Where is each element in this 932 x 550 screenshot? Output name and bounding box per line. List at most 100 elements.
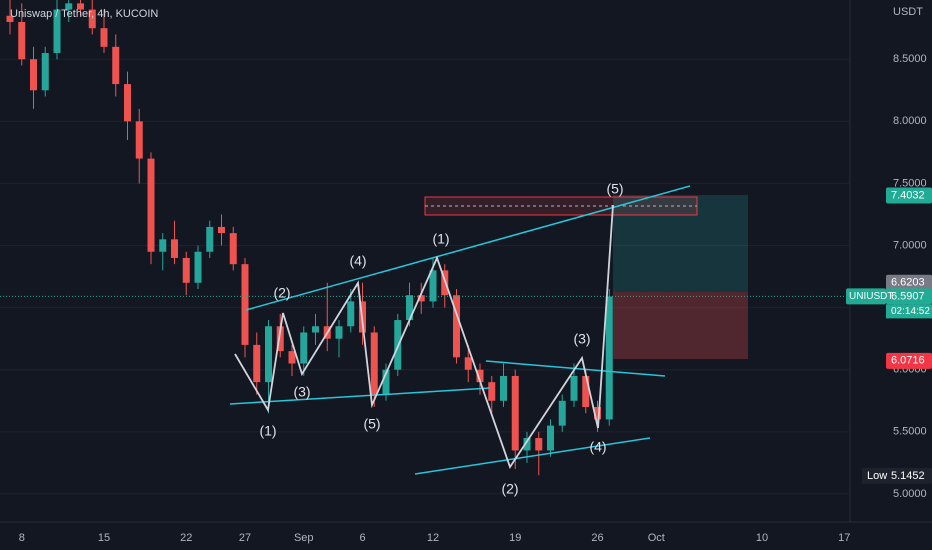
candle-body: [335, 326, 343, 339]
candle-body: [41, 53, 49, 91]
candle-body: [147, 158, 155, 252]
trend-line: [245, 185, 691, 311]
candle-body: [417, 295, 425, 302]
y-tick-label: 5.0000: [893, 488, 927, 500]
x-tick-label: 12: [427, 532, 439, 544]
candle-body: [100, 28, 108, 47]
low-label: Low: [867, 470, 887, 482]
price-tag: [886, 288, 932, 305]
candle-body: [547, 425, 554, 451]
y-tick-label: 8.0000: [893, 115, 927, 127]
candle-body: [65, 3, 73, 10]
candle-body: [30, 59, 37, 91]
candle-body: [53, 9, 61, 54]
candle-body: [112, 46, 120, 85]
y-tick-label: 7.0000: [893, 239, 927, 251]
y-tick-label: 8.5000: [893, 53, 927, 65]
x-tick-label: 26: [591, 532, 603, 544]
candle-body: [406, 295, 413, 321]
candle-body: [124, 84, 131, 122]
wave-label: (3): [293, 384, 310, 400]
price-tag-label: 6.5907: [891, 290, 925, 302]
candle-body: [159, 239, 167, 252]
price-tag-label: 6.6203: [891, 277, 925, 289]
candle-body: [276, 326, 284, 352]
symbol-label: UNIUSDT: [849, 291, 893, 302]
profit-zone: [613, 195, 748, 292]
candle-body: [300, 332, 308, 364]
candle-body: [171, 239, 178, 258]
price-tag: [886, 274, 932, 291]
y-tick-label: 5.5000: [893, 426, 927, 438]
candle-body: [429, 270, 437, 302]
candle-body: [500, 375, 507, 401]
wave-label: (4): [349, 253, 366, 269]
low-tag: [862, 467, 886, 484]
candle-body: [312, 326, 319, 333]
chart-title: Uniswap / Tether, 4h, KUCOIN: [10, 8, 158, 20]
candle-body: [18, 21, 26, 60]
x-tick-label: Oct: [648, 532, 665, 544]
wave-label: (5): [363, 416, 380, 432]
wave-label: (3): [573, 331, 590, 347]
candle-body: [535, 438, 543, 451]
candle-body: [347, 301, 355, 327]
candle-body: [229, 233, 237, 265]
candle-body: [206, 226, 214, 252]
axis-unit: USDT: [893, 6, 923, 18]
candle-body: [488, 382, 496, 401]
x-tick-label: 17: [838, 532, 850, 544]
price-tag-label: 7.4032: [891, 189, 925, 201]
candle-body: [194, 251, 202, 283]
price-tag-label: 5.1452: [891, 470, 925, 482]
price-tag: [886, 352, 932, 369]
candle-body: [523, 438, 531, 451]
wave-label: (1): [432, 231, 449, 247]
wave-label: (2): [273, 285, 290, 301]
candle-body: [288, 351, 296, 364]
x-tick-label: 19: [509, 532, 521, 544]
candle-body: [135, 121, 143, 159]
price-tag-label: 6.0716: [891, 355, 925, 367]
price-tag: [886, 467, 932, 484]
x-tick-label: 15: [98, 532, 110, 544]
candle-body: [6, 15, 14, 22]
wave-label: (4): [589, 439, 606, 455]
wave-label: (1): [259, 423, 276, 439]
x-tick-label: Sep: [294, 532, 314, 544]
candle-body: [464, 357, 472, 370]
candle-body: [570, 375, 578, 401]
candle-body: [77, 3, 84, 10]
trend-line: [229, 387, 491, 405]
candle-body: [182, 257, 190, 283]
wave-path: [234, 204, 614, 470]
candle-body: [453, 295, 460, 358]
candle-body: [370, 332, 378, 395]
countdown-label: 02:14:52: [891, 306, 930, 317]
trend-line: [414, 437, 651, 475]
candle-body: [253, 344, 261, 383]
candle-body: [218, 226, 225, 234]
candle-body: [88, 9, 96, 29]
y-tick-label: 7.5000: [893, 177, 927, 189]
x-tick-label: 6: [359, 532, 365, 544]
symbol-tag: [846, 288, 886, 305]
x-tick-label: 22: [180, 532, 192, 544]
candle-body: [382, 369, 390, 395]
wave-label: (5): [606, 181, 623, 197]
price-tag: [886, 187, 932, 204]
countdown-tag: [886, 304, 932, 319]
candle-body: [265, 326, 272, 383]
wave-label: (2): [501, 481, 518, 497]
candle-body: [582, 375, 590, 407]
resistance-box: [424, 196, 698, 216]
candle-body: [594, 406, 601, 420]
loss-zone: [613, 292, 748, 359]
candle-body: [241, 264, 249, 345]
candle-body: [511, 375, 519, 451]
candle-body: [605, 296, 613, 420]
x-tick-label: 8: [19, 532, 25, 544]
